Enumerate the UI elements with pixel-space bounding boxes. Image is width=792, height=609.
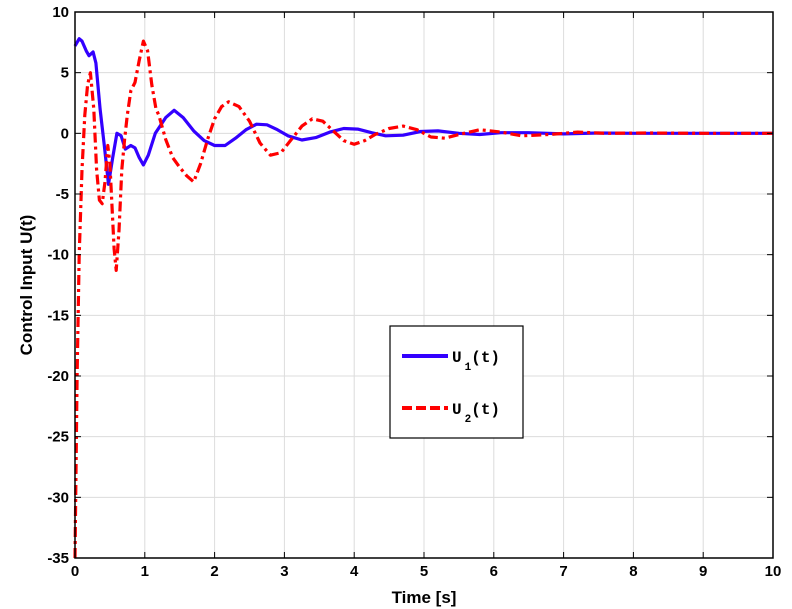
legend-entry-u1-tail: (t) [471, 349, 500, 367]
legend-entry-u2-main: U [452, 401, 462, 419]
x-tick-label: 2 [210, 563, 218, 580]
legend-entry-u1-main: U [452, 349, 462, 367]
y-tick-label: 0 [61, 125, 69, 142]
legend-box [389, 325, 524, 439]
legend-entry-u1-sub: 1 [465, 362, 472, 374]
series-line-2 [73, 39, 773, 559]
y-tick-label: -5 [56, 186, 69, 203]
y-tick-label: 10 [52, 4, 69, 21]
legend-entry-u2-tail: (t) [471, 401, 500, 419]
x-tick-label: 10 [765, 563, 782, 580]
x-axis-label: Time [s] [392, 588, 457, 607]
x-tick-label: 5 [420, 563, 428, 580]
legend-entry-u1: U1(t) [452, 349, 500, 374]
legend: U1(t) U2(t) [389, 325, 524, 439]
x-tick-label: 1 [141, 563, 149, 580]
y-tick-label: -10 [47, 247, 69, 264]
y-tick-label: -35 [47, 550, 69, 567]
x-tick-label: 3 [280, 563, 288, 580]
y-tick-label: -30 [47, 489, 69, 506]
legend-entry-u2: U2(t) [452, 401, 500, 426]
y-tick-label: -15 [47, 307, 69, 324]
tick-labels: 0 1 2 3 4 5 6 7 8 9 10 10 5 0 -5 -10 -15 -20 -25 -30 -35 [47, 4, 781, 580]
y-tick-label: -25 [47, 429, 69, 446]
x-tick-label: 4 [350, 563, 359, 580]
legend-entry-u2-sub: 2 [465, 414, 472, 426]
y-tick-label: 5 [61, 65, 69, 82]
x-tick-label: 9 [699, 563, 707, 580]
x-tick-label: 8 [629, 563, 637, 580]
x-tick-label: 7 [559, 563, 567, 580]
series-layer [73, 37, 773, 559]
y-tick-label: -20 [47, 368, 69, 385]
x-tick-label: 0 [71, 563, 79, 580]
x-tick-label: 6 [490, 563, 498, 580]
y-axis-label: Control Input U(t) [17, 215, 36, 356]
ticks [74, 11, 774, 559]
